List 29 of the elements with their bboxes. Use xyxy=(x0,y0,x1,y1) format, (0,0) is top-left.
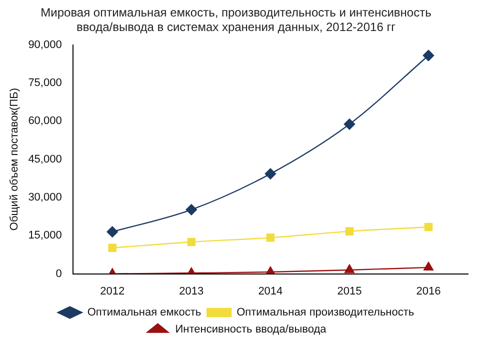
point xyxy=(264,168,276,180)
y-tick-label: 30,000 xyxy=(28,192,62,204)
point xyxy=(186,204,197,216)
legend-label: Интенсивность ввода/вывода xyxy=(175,324,328,336)
point xyxy=(108,244,116,252)
y-tick-label: 90,000 xyxy=(28,38,62,51)
chart-title: Мировая оптимальная емкость, производительность и интенсивность ввода/вывода в системах хранения данных, 2012-2016 гг xyxy=(40,6,432,34)
point xyxy=(344,264,354,274)
x-tick-label: 2014 xyxy=(258,285,283,298)
x-tick-label: 2015 xyxy=(337,285,362,298)
y-tick-label: 60,000 xyxy=(28,115,62,128)
point xyxy=(424,262,434,271)
x-tick-label: 2016 xyxy=(416,285,441,298)
point xyxy=(422,50,434,62)
point xyxy=(424,222,433,232)
y-tick-label: 45,000 xyxy=(28,153,62,166)
legend-label: Оптимальная емкость xyxy=(87,306,202,319)
point xyxy=(187,238,196,246)
point xyxy=(266,234,275,242)
point xyxy=(344,118,356,130)
y-tick-label: 75,000 xyxy=(28,77,62,89)
y-tick-label: 15,000 xyxy=(28,230,62,242)
x-tick-label: 2013 xyxy=(179,285,204,298)
point xyxy=(106,226,118,238)
x-tick-label: 2012 xyxy=(100,285,125,298)
y-axis-title: Общий объем поставок(ПБ) xyxy=(8,88,21,231)
y-tick-label: 0 xyxy=(56,268,62,280)
legend-label: Оптимальная производительность xyxy=(236,306,414,319)
point xyxy=(345,227,354,236)
